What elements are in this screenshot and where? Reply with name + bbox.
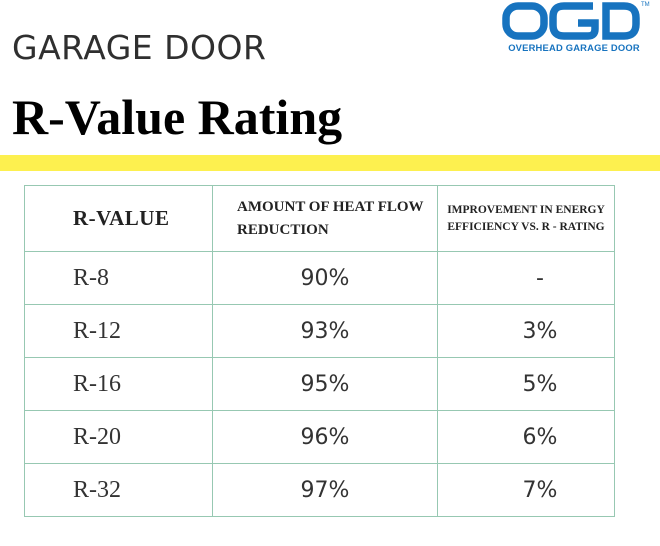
r-value-cell: R-20 <box>24 410 213 464</box>
table-row: R-16 95% 5% <box>24 357 615 411</box>
heat-flow-cell: 96% <box>212 410 438 464</box>
improvement-cell: 5% <box>437 357 615 411</box>
r-value-cell: R-32 <box>24 463 213 517</box>
improvement-cell: 6% <box>437 410 615 464</box>
table-row: R-8 90% - <box>24 251 615 305</box>
logo-tagline: OVERHEAD GARAGE DOOR <box>508 42 640 53</box>
table-header-row: R-VALUE AMOUNT OF HEAT FLOW REDUCTION IM… <box>24 185 615 252</box>
improvement-cell: - <box>437 251 615 305</box>
header-heat-flow-reduction: AMOUNT OF HEAT FLOW REDUCTION <box>212 185 438 252</box>
improvement-cell: 3% <box>437 304 615 358</box>
ogd-logo: TM OVERHEAD GARAGE DOOR <box>500 2 650 54</box>
r-value-cell: R-16 <box>24 357 213 411</box>
page-subtitle: GARAGE DOOR <box>12 28 267 67</box>
ogd-wordmark <box>502 2 640 40</box>
table-row: R-12 93% 3% <box>24 304 615 358</box>
r-value-table: R-VALUE AMOUNT OF HEAT FLOW REDUCTION IM… <box>24 185 615 517</box>
page-title: R-Value Rating <box>12 89 343 145</box>
table-row: R-32 97% 7% <box>24 463 615 517</box>
header-r-value: R-VALUE <box>24 185 213 252</box>
header-efficiency-improvement: IMPROVEMENT IN ENERGY EFFICIENCY VS. R -… <box>437 185 615 252</box>
heat-flow-cell: 97% <box>212 463 438 517</box>
heat-flow-cell: 90% <box>212 251 438 305</box>
heat-flow-cell: 95% <box>212 357 438 411</box>
table-row: R-20 96% 6% <box>24 410 615 464</box>
r-value-cell: R-8 <box>24 251 213 305</box>
trademark-mark: TM <box>641 2 650 8</box>
improvement-cell: 7% <box>437 463 615 517</box>
yellow-highlight-bar <box>0 155 660 171</box>
r-value-cell: R-12 <box>24 304 213 358</box>
heat-flow-cell: 93% <box>212 304 438 358</box>
